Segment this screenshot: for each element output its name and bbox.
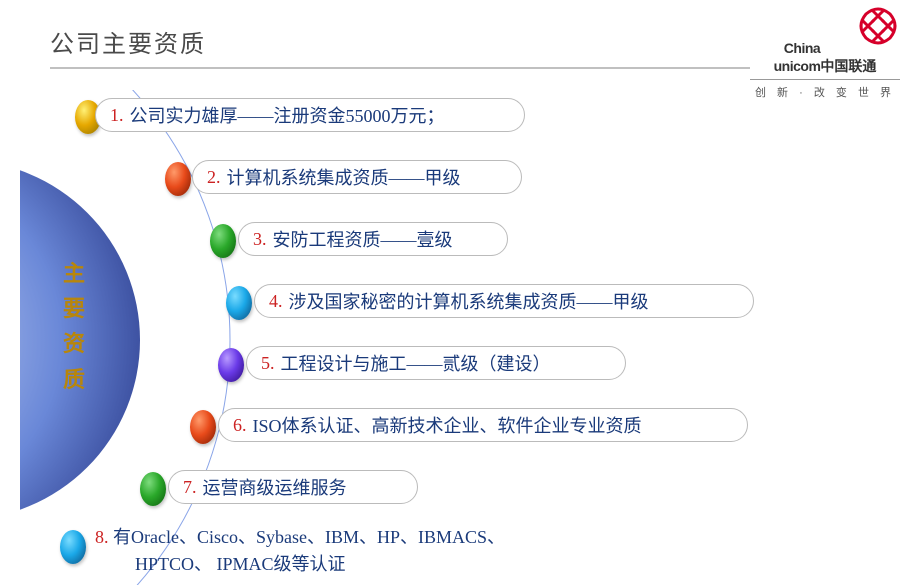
item-number: 4.	[269, 291, 283, 312]
item-number: 2.	[207, 167, 221, 188]
logo-tagline: 创 新 · 改 变 世 界	[750, 84, 900, 100]
logo-divider	[750, 79, 900, 80]
item-text: 运营商级运维服务	[203, 474, 347, 500]
qualification-item-1: 1. 公司实力雄厚——注册资金55000万元；	[95, 98, 525, 132]
item-text-line2: HPTCO、 IPMAC级等认证	[135, 554, 346, 574]
qualification-item-7: 7. 运营商级运维服务	[168, 470, 418, 504]
item-text: 涉及国家秘密的计算机系统集成资质——甲级	[289, 288, 649, 314]
page-title: 公司主要资质	[50, 24, 870, 59]
item-text: 有Oracle、Cisco、Sybase、IBM、HP、IBMACS、	[109, 527, 506, 547]
item-text: ISO体系认证、高新技术企业、软件企业专业资质	[253, 412, 642, 438]
qualification-item-8: 8. 有Oracle、Cisco、Sybase、IBM、HP、IBMACS、 HP…	[95, 524, 735, 578]
bullet-7	[140, 472, 166, 506]
qualification-item-3: 3. 安防工程资质——壹级	[238, 222, 508, 256]
logo-area: China unicom中国联通 创 新 · 改 变 世 界	[750, 6, 900, 100]
logo-brand-en1: China	[784, 40, 820, 56]
qualification-item-5: 5. 工程设计与施工——贰级（建设）	[246, 346, 626, 380]
qualification-item-4: 4. 涉及国家秘密的计算机系统集成资质——甲级	[254, 284, 754, 318]
vertical-label-text: 主要资质	[63, 261, 85, 392]
bullet-5	[218, 348, 244, 382]
logo-brand-cn: 中国联通	[820, 58, 876, 74]
qualification-item-6: 6. ISO体系认证、高新技术企业、软件企业专业资质	[218, 408, 748, 442]
item-text: 工程设计与施工——贰级（建设）	[281, 350, 551, 376]
bullet-3	[210, 224, 236, 258]
item-number: 3.	[253, 229, 267, 250]
item-number: 1.	[110, 105, 124, 126]
title-underline	[50, 67, 750, 69]
bullet-6	[190, 410, 216, 444]
item-text: 公司实力雄厚——注册资金55000万元；	[130, 102, 445, 128]
item-number: 8.	[95, 527, 109, 547]
china-unicom-knot-icon	[856, 6, 900, 46]
vertical-label: 主要资质	[62, 256, 86, 397]
item-number: 6.	[233, 415, 247, 436]
item-text: 安防工程资质——壹级	[273, 226, 453, 252]
logo-brand-en2: unicom	[774, 58, 821, 74]
item-number: 5.	[261, 353, 275, 374]
bullet-8	[60, 530, 86, 564]
slide-header: 公司主要资质	[50, 24, 870, 74]
bullet-2	[165, 162, 191, 196]
qualification-item-2: 2. 计算机系统集成资质——甲级	[192, 160, 522, 194]
item-number: 7.	[183, 477, 197, 498]
bullet-4	[226, 286, 252, 320]
item-text: 计算机系统集成资质——甲级	[227, 164, 461, 190]
